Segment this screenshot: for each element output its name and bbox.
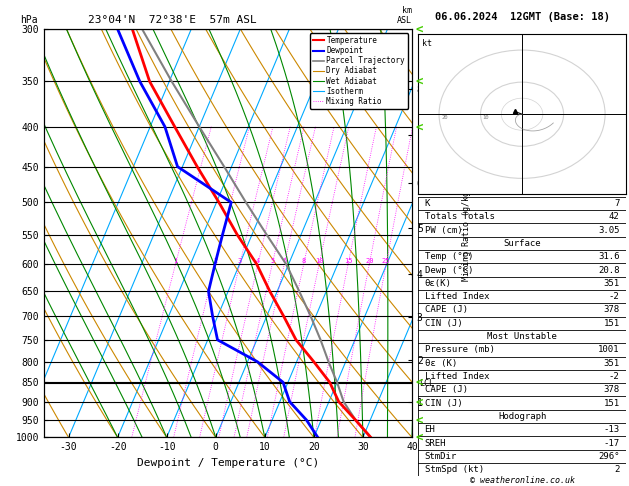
Text: 10: 10 bbox=[315, 258, 323, 264]
Text: LCL: LCL bbox=[420, 379, 435, 388]
Text: 2: 2 bbox=[615, 465, 620, 474]
Text: K: K bbox=[425, 199, 430, 208]
Text: 25: 25 bbox=[382, 258, 391, 264]
Text: 2: 2 bbox=[213, 258, 218, 264]
Text: km
ASL: km ASL bbox=[397, 6, 412, 25]
Text: <: < bbox=[415, 395, 423, 408]
Text: 151: 151 bbox=[603, 319, 620, 328]
Text: hPa: hPa bbox=[20, 15, 38, 25]
Text: Temp (°C): Temp (°C) bbox=[425, 252, 473, 261]
Text: EH: EH bbox=[425, 425, 435, 434]
Text: StmDir: StmDir bbox=[425, 452, 457, 461]
Text: 15: 15 bbox=[344, 258, 352, 264]
Text: <: < bbox=[415, 120, 423, 133]
Text: 5: 5 bbox=[270, 258, 274, 264]
Text: Surface: Surface bbox=[503, 239, 541, 248]
Text: 378: 378 bbox=[603, 305, 620, 314]
Text: <: < bbox=[415, 414, 423, 427]
Text: 3.05: 3.05 bbox=[598, 226, 620, 235]
Text: θε (K): θε (K) bbox=[425, 359, 457, 368]
Text: 7: 7 bbox=[615, 199, 620, 208]
Text: CAPE (J): CAPE (J) bbox=[425, 305, 467, 314]
Text: -2: -2 bbox=[609, 292, 620, 301]
Text: CIN (J): CIN (J) bbox=[425, 399, 462, 408]
Text: 151: 151 bbox=[603, 399, 620, 408]
Text: 1001: 1001 bbox=[598, 346, 620, 354]
Text: Most Unstable: Most Unstable bbox=[487, 332, 557, 341]
Text: Totals Totals: Totals Totals bbox=[425, 212, 494, 221]
Text: 06.06.2024  12GMT (Base: 18): 06.06.2024 12GMT (Base: 18) bbox=[435, 12, 610, 22]
Text: 23°04'N  72°38'E  57m ASL: 23°04'N 72°38'E 57m ASL bbox=[89, 15, 257, 25]
Text: Hodograph: Hodograph bbox=[498, 412, 546, 421]
Text: PW (cm): PW (cm) bbox=[425, 226, 462, 235]
Y-axis label: Mixing Ratio (g/kg): Mixing Ratio (g/kg) bbox=[462, 186, 470, 281]
Text: 42: 42 bbox=[609, 212, 620, 221]
Text: -2: -2 bbox=[609, 372, 620, 381]
Text: <: < bbox=[415, 23, 423, 35]
X-axis label: Dewpoint / Temperature (°C): Dewpoint / Temperature (°C) bbox=[137, 458, 319, 468]
Text: 10: 10 bbox=[482, 115, 489, 120]
Text: SREH: SREH bbox=[425, 438, 446, 448]
Text: 31.6: 31.6 bbox=[598, 252, 620, 261]
Text: Lifted Index: Lifted Index bbox=[425, 292, 489, 301]
Text: kt: kt bbox=[423, 39, 432, 48]
Text: 378: 378 bbox=[603, 385, 620, 394]
Text: 3: 3 bbox=[238, 258, 242, 264]
Text: © weatheronline.co.uk: © weatheronline.co.uk bbox=[470, 476, 574, 485]
Text: Pressure (mb): Pressure (mb) bbox=[425, 346, 494, 354]
Text: CIN (J): CIN (J) bbox=[425, 319, 462, 328]
Text: θε(K): θε(K) bbox=[425, 279, 452, 288]
Text: 4: 4 bbox=[256, 258, 260, 264]
Text: 6: 6 bbox=[282, 258, 286, 264]
Text: <: < bbox=[415, 376, 423, 389]
Text: <: < bbox=[415, 75, 423, 88]
Text: 20: 20 bbox=[441, 115, 448, 120]
Text: -13: -13 bbox=[603, 425, 620, 434]
Text: 296°: 296° bbox=[598, 452, 620, 461]
Text: 1: 1 bbox=[174, 258, 177, 264]
Text: 20.8: 20.8 bbox=[598, 265, 620, 275]
Text: Lifted Index: Lifted Index bbox=[425, 372, 489, 381]
Text: CAPE (J): CAPE (J) bbox=[425, 385, 467, 394]
Legend: Temperature, Dewpoint, Parcel Trajectory, Dry Adiabat, Wet Adiabat, Isotherm, Mi: Temperature, Dewpoint, Parcel Trajectory… bbox=[309, 33, 408, 109]
Text: Dewp (°C): Dewp (°C) bbox=[425, 265, 473, 275]
Text: 8: 8 bbox=[301, 258, 306, 264]
Text: -17: -17 bbox=[603, 438, 620, 448]
Text: <: < bbox=[415, 431, 423, 444]
Text: 351: 351 bbox=[603, 359, 620, 368]
Text: 351: 351 bbox=[603, 279, 620, 288]
Text: 20: 20 bbox=[365, 258, 374, 264]
Text: StmSpd (kt): StmSpd (kt) bbox=[425, 465, 484, 474]
